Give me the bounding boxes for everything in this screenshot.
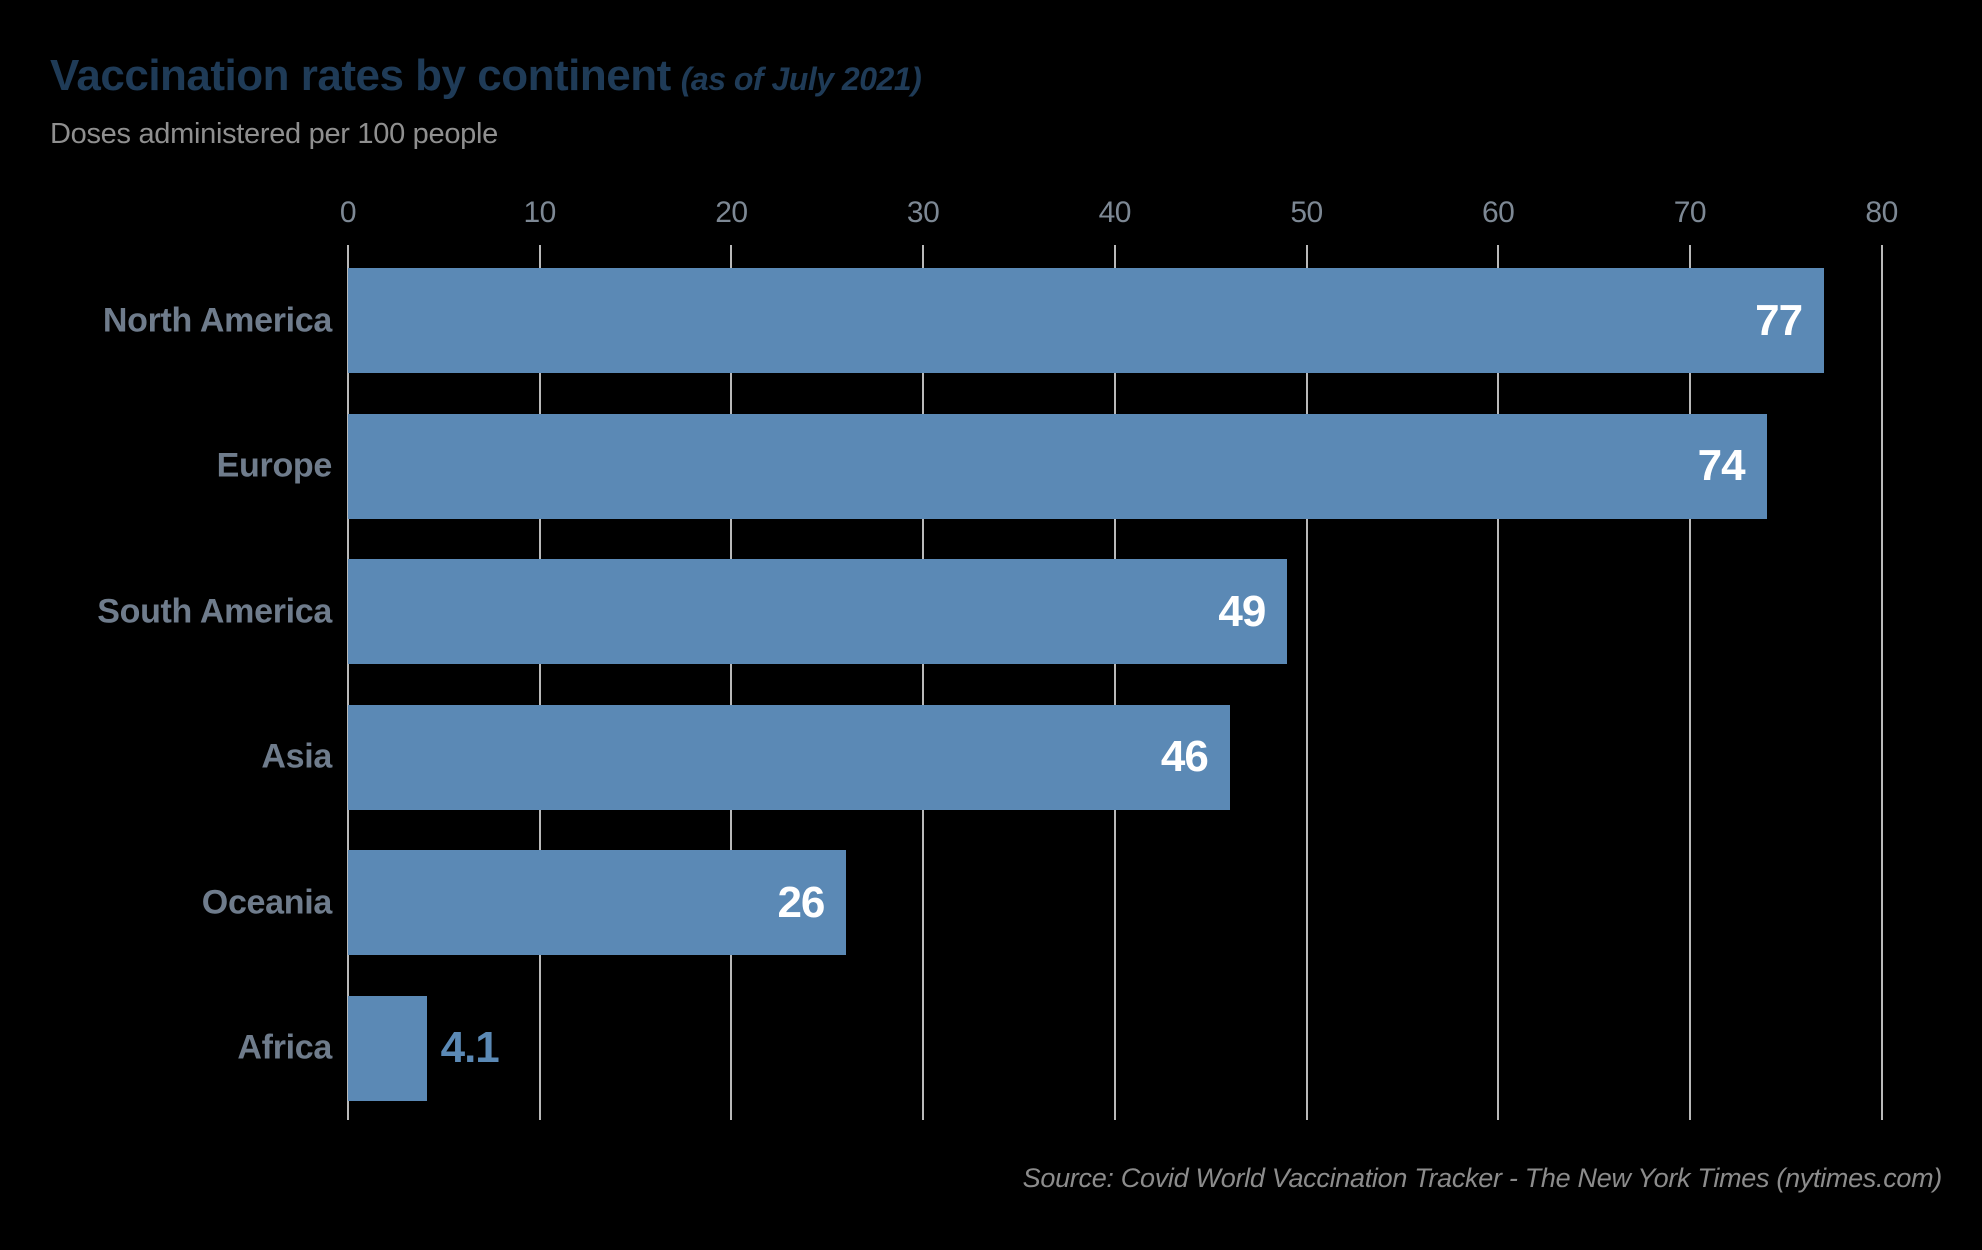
bar: 49	[348, 559, 1288, 664]
bar-row-asia: Asia 46	[0, 704, 1982, 810]
source-note: Source: Covid World Vaccination Tracker …	[1022, 1163, 1943, 1193]
chart-title-main: Vaccination rates by continent	[50, 51, 671, 100]
bar-row-europe: Europe 74	[0, 413, 1982, 519]
gridline-x-40	[1113, 245, 1116, 1120]
x-tick-label-20: 20	[715, 196, 748, 229]
chart-subtitle: Doses administered per 100 people	[50, 118, 498, 151]
bar-value-label: 49	[1218, 586, 1266, 636]
bar-value-label: 46	[1160, 732, 1209, 781]
gridline-x-50	[1305, 245, 1308, 1120]
gridline-x-60	[1497, 245, 1500, 1120]
bar-value-label: 77	[1755, 295, 1803, 345]
bar: 77	[348, 268, 1825, 373]
chart-title-suffix: (as of July 2021)	[680, 61, 922, 97]
bar-row-north-america: North America 77	[0, 268, 1982, 373]
category-label: Europe	[216, 446, 333, 485]
category-label: Oceania	[201, 883, 333, 921]
x-tick-label-30: 30	[906, 196, 940, 229]
category-label: Africa	[237, 1028, 332, 1067]
gridline-x-20	[730, 245, 733, 1120]
bar-value-label: 74	[1697, 441, 1746, 490]
x-tick-label-10: 10	[523, 196, 557, 229]
bar-value-label: 4.1	[440, 1023, 500, 1072]
bar: 46	[348, 704, 1230, 810]
gridline-x-10	[538, 245, 541, 1120]
gridline-x-80	[1880, 245, 1883, 1120]
bar	[348, 995, 427, 1101]
x-tick-label-0: 0	[339, 196, 357, 229]
x-tick-label-80: 80	[1865, 196, 1898, 229]
bar-row-oceania: Oceania 26	[0, 850, 1982, 955]
bar: 26	[348, 850, 847, 955]
category-label: South America	[97, 592, 332, 630]
chart-header: Vaccination rates by continent (as of Jul…	[50, 51, 922, 151]
category-label: Asia	[261, 737, 332, 776]
gridline-x-0	[347, 245, 349, 1120]
bar-value-label: 26	[777, 877, 825, 927]
bar-row-south-america: South America 49	[0, 559, 1982, 664]
x-tick-label-50: 50	[1290, 196, 1323, 229]
chart-title: Vaccination rates by continent (as of Jul…	[50, 51, 922, 100]
category-label: North America	[102, 301, 332, 339]
bar: 74	[348, 413, 1767, 519]
gridline-x-70	[1688, 245, 1691, 1120]
gridline-x-30	[922, 245, 925, 1120]
x-tick-label-40: 40	[1098, 196, 1132, 229]
bar-row-africa: Africa 4.1	[0, 995, 1982, 1101]
x-tick-label-70: 70	[1673, 196, 1707, 229]
x-tick-label-60: 60	[1482, 196, 1515, 229]
